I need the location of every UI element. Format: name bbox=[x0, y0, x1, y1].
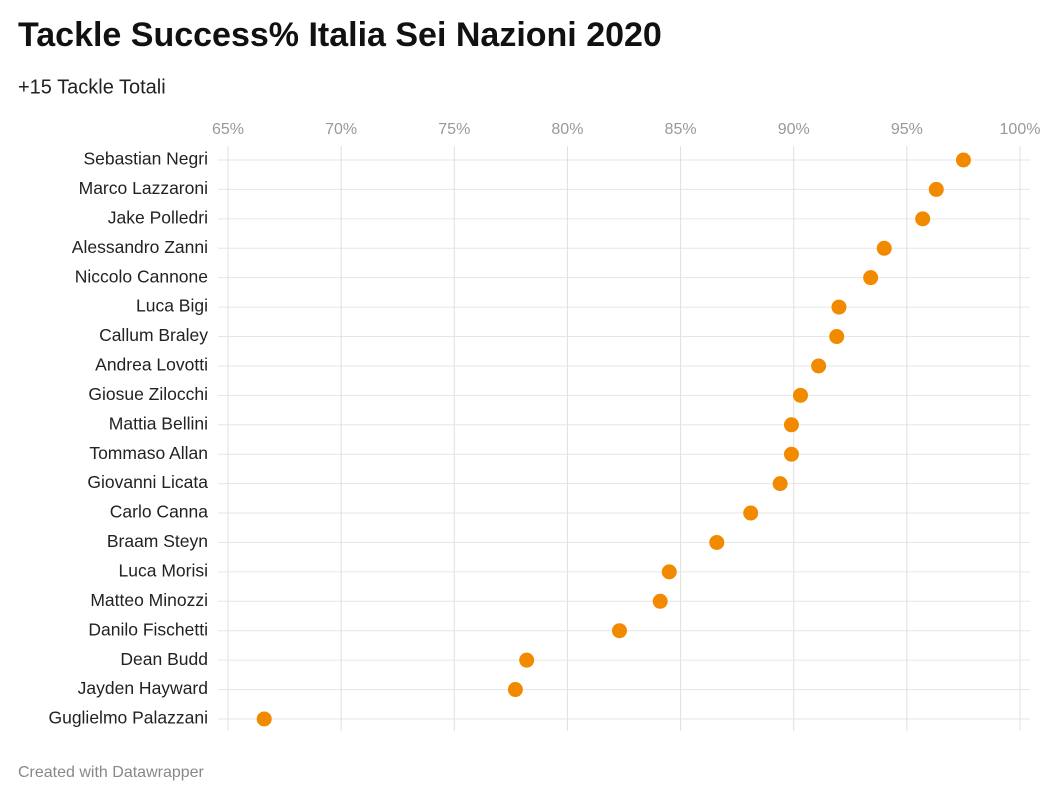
dot bbox=[876, 240, 892, 256]
y-tick-label: Giosue Zilocchi bbox=[88, 384, 208, 404]
dot bbox=[256, 711, 272, 727]
y-tick-label: Matteo Minozzi bbox=[90, 590, 208, 610]
y-tick-label: Niccolo Cannone bbox=[75, 266, 208, 286]
dot bbox=[915, 211, 931, 227]
chart-title: Tackle Success% Italia Sei Nazioni 2020 bbox=[18, 16, 662, 54]
x-tick-label: 75% bbox=[438, 121, 470, 138]
y-tick-label: Tommaso Allan bbox=[89, 443, 208, 463]
dot bbox=[783, 417, 799, 433]
x-tick-label: 90% bbox=[778, 121, 810, 138]
y-tick-label: Carlo Canna bbox=[110, 502, 209, 522]
y-tick-label: Jayden Hayward bbox=[78, 678, 208, 698]
x-tick-label: 65% bbox=[212, 121, 244, 138]
y-tick-label: Dean Budd bbox=[120, 649, 208, 669]
y-tick-label: Marco Lazzaroni bbox=[79, 178, 208, 198]
y-tick-label: Andrea Lovotti bbox=[95, 355, 208, 375]
chart-subtitle: +15 Tackle Totali bbox=[18, 76, 166, 98]
x-tick-label: 70% bbox=[325, 121, 357, 138]
y-tick-label: Callum Braley bbox=[99, 325, 208, 345]
dot bbox=[661, 564, 677, 580]
dot bbox=[955, 152, 971, 168]
dot bbox=[519, 652, 535, 668]
y-tick-label: Danilo Fischetti bbox=[88, 619, 208, 639]
dot bbox=[783, 446, 799, 462]
dot bbox=[793, 387, 809, 403]
dot bbox=[709, 534, 725, 550]
x-tick-label: 100% bbox=[1000, 121, 1041, 138]
y-tick-label: Alessandro Zanni bbox=[72, 237, 208, 257]
dot bbox=[743, 505, 759, 521]
dot bbox=[863, 270, 879, 286]
y-tick-label: Jake Polledri bbox=[108, 207, 208, 227]
dot bbox=[772, 476, 788, 492]
y-tick-label: Mattia Bellini bbox=[109, 413, 208, 433]
dot bbox=[928, 181, 944, 197]
dot bbox=[831, 299, 847, 315]
y-tick-label: Luca Bigi bbox=[136, 296, 208, 316]
y-tick-label: Giovanni Licata bbox=[87, 472, 208, 492]
dot bbox=[811, 358, 827, 374]
y-tick-label: Braam Steyn bbox=[107, 531, 208, 551]
x-tick-label: 95% bbox=[891, 121, 923, 138]
dot bbox=[829, 329, 845, 345]
credit: Created with Datawrapper bbox=[18, 764, 205, 781]
y-tick-label: Sebastian Negri bbox=[83, 149, 208, 169]
y-tick-label: Luca Morisi bbox=[119, 561, 208, 581]
dot bbox=[652, 593, 668, 609]
dot bbox=[611, 623, 627, 639]
y-tick-label: Guglielmo Palazzani bbox=[48, 708, 208, 728]
x-tick-label: 80% bbox=[551, 121, 583, 138]
x-tick-label: 85% bbox=[665, 121, 697, 138]
dot bbox=[507, 682, 523, 698]
